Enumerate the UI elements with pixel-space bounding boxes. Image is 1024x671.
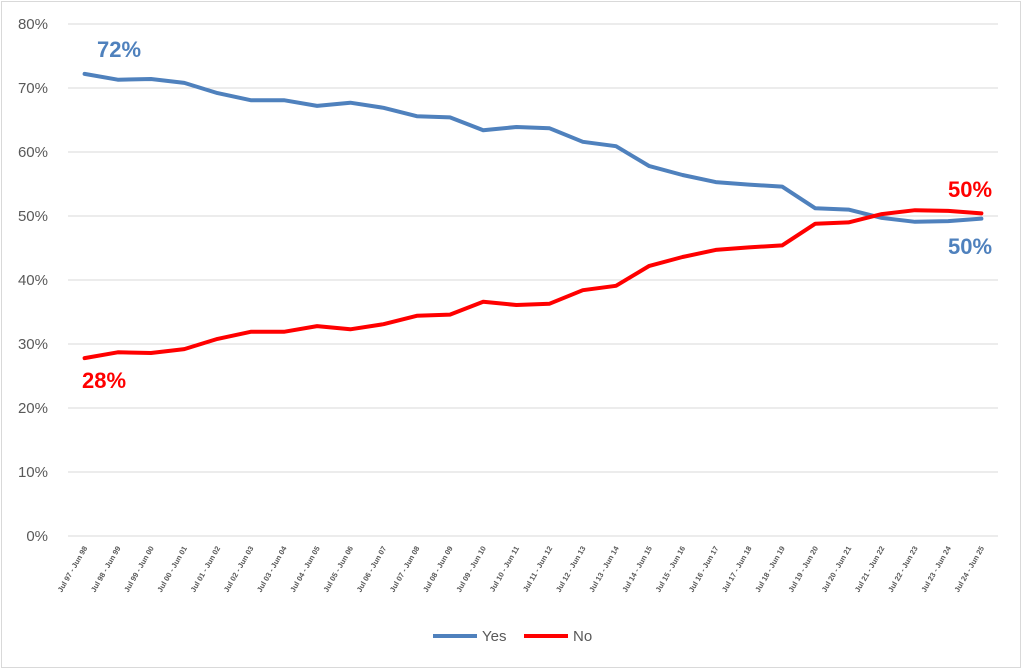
x-tick-label: Jul 06 - Jun 07: [355, 545, 389, 594]
x-tick-label: Jul 12 - Jun 13: [554, 545, 588, 594]
y-tick-label: 50%: [18, 208, 48, 225]
x-tick-label: Jul 08 - Jun 09: [421, 545, 455, 594]
y-tick-label: 0%: [26, 528, 48, 545]
y-tick-label: 40%: [18, 272, 48, 289]
x-tick-label: Jul 18 - Jun 19: [753, 545, 787, 594]
legend-label-no: No: [573, 628, 592, 645]
x-tick-label: Jul 01 - Jun 02: [189, 545, 223, 594]
x-tick-label: Jul 05 - Jun 06: [321, 545, 355, 594]
x-tick-label: Jul 00 - Jun 01: [155, 545, 189, 594]
x-tick-label: Jul 09 - Jun 10: [454, 545, 488, 594]
y-tick-label: 30%: [18, 336, 48, 353]
annotation-yes-end: 50%: [948, 234, 992, 259]
x-tick-label: Jul 16 - Jun 17: [687, 545, 721, 594]
x-tick-label: Jul 21 - Jun 22: [853, 545, 887, 594]
x-tick-label: Jul 02 - Jun 03: [222, 545, 256, 594]
annotation-no-start: 28%: [82, 368, 126, 393]
x-tick-label: Jul 99 - Jun 00: [122, 545, 156, 594]
y-tick-label: 10%: [18, 464, 48, 481]
y-axis-ticks: 0% 10% 20% 30% 40% 50% 60% 70% 80%: [18, 16, 48, 545]
x-tick-label: Jul 14 - Jun 15: [620, 545, 654, 594]
x-tick-label: Jul 13 - Jun 14: [587, 544, 621, 594]
series-line-yes: [82, 71, 984, 224]
x-tick-label: Jul 24 - Jun 25: [952, 544, 986, 593]
legend: Yes No: [433, 628, 592, 645]
annotation-no-end: 50%: [948, 177, 992, 202]
x-tick-label: Jul 17 - Jun 18: [720, 545, 754, 594]
x-axis-ticks: Jul 97 - Jun 98 Jul 98 - Jun 99 Jul 99 - J…: [56, 544, 986, 594]
x-tick-label: Jul 20 - Jun 21: [820, 545, 854, 594]
gridlines: [68, 23, 998, 537]
y-tick-label: 70%: [18, 80, 48, 97]
x-tick-label: Jul 15 - Jun 16: [654, 545, 688, 594]
annotation-yes-start: 72%: [97, 37, 141, 62]
x-tick-label: Jul 97 - Jun 98: [56, 545, 90, 594]
annotations: 72% 28% 50% 50%: [82, 37, 992, 393]
series-line-no: [82, 208, 984, 361]
x-tick-label: Jul 03 - Jun 04: [255, 544, 289, 594]
x-tick-label: Jul 10 - Jun 11: [488, 545, 521, 594]
y-tick-label: 20%: [18, 400, 48, 417]
y-tick-label: 60%: [18, 144, 48, 161]
x-tick-label: Jul 23 - Jun 24: [919, 544, 953, 594]
series-lines: [82, 71, 984, 361]
x-tick-label: Jul 19 - Jun 20: [786, 545, 820, 594]
x-tick-label: Jul 98 - Jun 99: [89, 545, 123, 594]
x-tick-label: Jul 04 - Jun 05: [288, 545, 322, 594]
y-tick-label: 80%: [18, 16, 48, 33]
x-tick-label: Jul 22 - Jun 23: [886, 545, 920, 594]
legend-label-yes: Yes: [482, 628, 506, 645]
x-tick-label: Jul 11 - Jun 12: [521, 545, 554, 594]
x-tick-label: Jul 07 - Jun 08: [388, 545, 422, 594]
